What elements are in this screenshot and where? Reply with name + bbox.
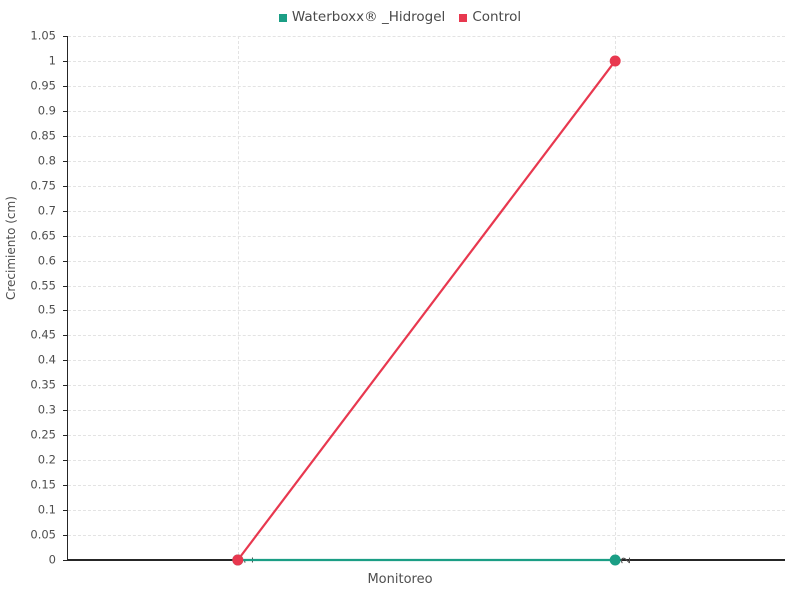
y-axis-tick	[63, 435, 68, 437]
y-axis-tick	[63, 235, 68, 237]
plot-background	[68, 36, 785, 560]
y-axis-tick-label: 0.9	[37, 103, 56, 118]
gridline-horizontal	[68, 210, 785, 212]
y-axis-tick-label: 0.25	[30, 427, 56, 442]
y-axis-tick-label: 0	[48, 552, 56, 567]
y-axis-tick-label: 0.6	[37, 252, 56, 267]
y-axis-tick-label: 0.3	[37, 402, 56, 417]
gridline-horizontal	[68, 135, 785, 137]
legend-swatch-icon	[459, 14, 468, 22]
y-axis-title: Crecimiento (cm)	[4, 196, 18, 300]
gridline-horizontal	[68, 36, 785, 37]
y-axis-tick-label: 0.7	[37, 202, 56, 217]
gridline-horizontal	[68, 535, 785, 537]
gridline-horizontal	[68, 510, 785, 512]
y-axis-tick	[63, 285, 68, 287]
gridline-horizontal	[68, 410, 785, 412]
y-axis-tick-label: 0.8	[37, 153, 56, 167]
legend-label: Control	[472, 9, 522, 26]
gridline-horizontal	[68, 185, 785, 187]
gridline-vertical	[615, 36, 617, 560]
plot-area: 0 0.05 0.1 0.15 0.2 0.25 0.3 0.35 0.4 0.45 0.5 0.55…	[30, 30, 785, 566]
y-axis-tick-label: 0.2	[37, 452, 56, 467]
y-axis-tick	[63, 385, 68, 387]
y-axis-tick-label: 0.1	[37, 502, 56, 517]
data-point-marker[interactable]	[232, 554, 244, 566]
gridline-horizontal	[68, 235, 785, 237]
gridline-horizontal	[68, 160, 785, 162]
gridline-horizontal	[68, 285, 785, 287]
y-axis-tick	[63, 260, 68, 262]
y-axis-tick	[63, 335, 68, 337]
gridline-horizontal	[68, 385, 785, 387]
gridline-horizontal	[68, 335, 785, 337]
y-axis-tick	[63, 510, 68, 512]
y-axis-tick	[63, 560, 68, 561]
y-axis-tick-label: 0.4	[37, 352, 56, 367]
y-axis-tick	[63, 185, 68, 187]
x-axis-title: Monitoreo	[367, 572, 433, 587]
y-axis-tick-label: 0.35	[30, 377, 56, 392]
y-axis-tick-label: 0.85	[30, 128, 56, 143]
y-axis-tick	[63, 36, 68, 37]
data-point-marker[interactable]	[609, 554, 621, 566]
legend-item-control[interactable]: Control	[459, 11, 521, 25]
legend-swatch-icon	[278, 14, 287, 22]
gridline-horizontal	[68, 260, 785, 262]
legend-item-waterboxx-hidrogel[interactable]: Waterboxx® _Hidrogel	[278, 9, 446, 26]
chart-legend: Waterboxx® _Hidrogel Control	[0, 8, 800, 28]
gridline-horizontal	[68, 110, 785, 112]
y-axis-tick	[63, 60, 68, 62]
y-axis-tick-label: 0.65	[30, 227, 56, 242]
data-point-marker[interactable]	[609, 55, 621, 67]
series-line	[236, 60, 617, 561]
y-axis-tick	[63, 310, 68, 312]
data-series-layer	[232, 55, 621, 566]
y-axis-tick	[63, 160, 68, 162]
y-axis-tick-label: 0.15	[30, 477, 56, 492]
y-axis-tick	[63, 210, 68, 212]
y-axis-tick-label: 0.95	[30, 78, 56, 93]
y-axis-tick	[63, 535, 68, 537]
y-axis-tick-label: 1.05	[30, 28, 56, 43]
y-axis-line	[67, 36, 69, 560]
gridline-horizontal	[68, 85, 785, 87]
y-axis-tick	[63, 485, 68, 487]
y-axis-tick-label: 0.45	[30, 327, 56, 342]
y-axis-tick	[63, 85, 68, 87]
gridline-horizontal	[68, 460, 785, 462]
y-axis-tick	[63, 110, 68, 112]
y-axis-tick	[63, 360, 68, 362]
gridline-horizontal	[68, 435, 785, 437]
y-axis-tick	[63, 410, 68, 412]
gridline-vertical	[237, 36, 239, 560]
legend-label: Waterboxx® _Hidrogel	[291, 9, 446, 26]
gridline-horizontal	[68, 485, 785, 487]
gridline-horizontal	[68, 60, 785, 62]
y-axis-tick-label: 0.05	[30, 527, 56, 542]
y-axis-tick	[63, 135, 68, 137]
y-axis-tick	[63, 460, 68, 462]
y-axis-tick-label: 0.5	[37, 302, 56, 317]
y-axis-tick-label: 0.55	[30, 277, 56, 292]
gridline-horizontal	[68, 360, 785, 362]
y-axis-tick-label: 1	[48, 53, 56, 68]
y-axis-tick-label: 0.75	[30, 177, 56, 192]
